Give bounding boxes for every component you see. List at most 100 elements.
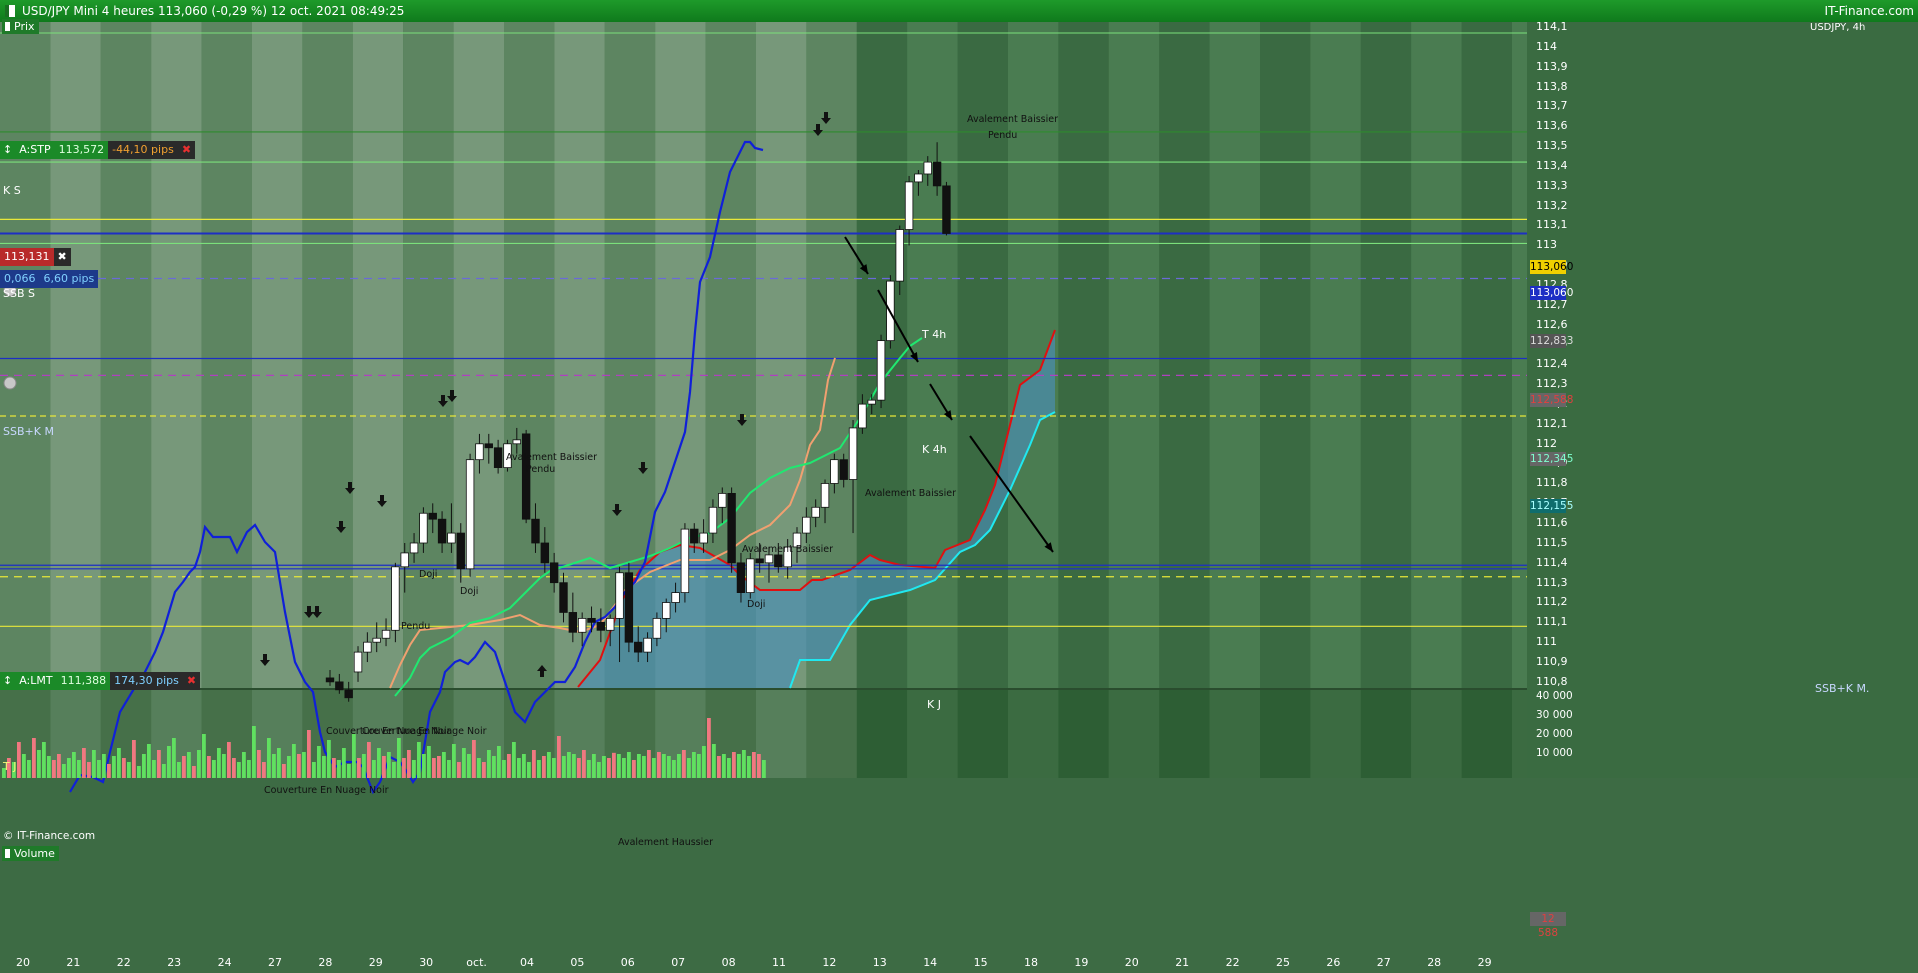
candle (774, 554, 783, 568)
drag-handle-icon[interactable]: ↕ (0, 141, 16, 159)
volume-bar (342, 748, 346, 778)
volume-bar (437, 756, 441, 778)
pattern-label: Pendu (401, 621, 431, 632)
volume-bar (337, 760, 341, 778)
volume-bar (157, 750, 161, 778)
price-chart[interactable] (0, 22, 1918, 973)
volume-column (1360, 690, 1412, 778)
current-order[interactable]: 113,131 ✖ (0, 248, 71, 266)
volume-bar (327, 740, 331, 778)
last-price-tag: 113,060 (1530, 260, 1574, 274)
volume-bar (322, 756, 326, 778)
volume-bar (657, 752, 661, 778)
pattern-label: Couverture En Nuage Noir (326, 726, 451, 737)
pattern-down-arrow-icon (304, 606, 314, 618)
volume-panel-tag[interactable]: Volume (2, 846, 59, 861)
volume-bar (637, 754, 641, 778)
projection-arrow (969, 435, 1054, 553)
volume-bar (407, 750, 411, 778)
drag-handle-icon[interactable]: ↕ (0, 672, 16, 690)
volume-bar (542, 756, 546, 778)
volume-bar (497, 746, 501, 778)
volume-bar (267, 738, 271, 778)
candle (690, 528, 699, 544)
spread-info: 0,066 6,60 pips (0, 270, 99, 288)
pattern-up-arrow-icon (537, 665, 547, 677)
limit-order-pips: 174,30 pips (110, 672, 183, 690)
candle (503, 443, 512, 469)
volume-bar (82, 748, 86, 778)
volume-bar (117, 748, 121, 778)
price-tick: 114 (1536, 39, 1557, 53)
volume-tick: 20 000 (1536, 728, 1573, 740)
candle (381, 629, 391, 639)
price-tick: 112,7 (1536, 297, 1568, 311)
time-column (201, 22, 252, 688)
volume-bar (177, 762, 181, 778)
volume-bar (137, 766, 141, 778)
volume-bar (547, 752, 551, 778)
candle (512, 439, 521, 445)
volume-bar (332, 758, 336, 778)
candle (662, 602, 671, 619)
volume-column (1260, 690, 1311, 778)
volume-bar (622, 758, 626, 778)
volume-bar (307, 730, 311, 778)
volume-bar (347, 764, 351, 778)
volume-bar (467, 754, 471, 778)
pattern-label: Doji (747, 599, 766, 610)
time-tick: 22 (116, 956, 131, 969)
pattern-label: Pendu (526, 464, 556, 475)
stop-order-price: 113,572 (54, 141, 109, 159)
close-icon[interactable]: ✖ (177, 141, 196, 159)
candle (447, 532, 456, 544)
volume-bar (692, 752, 696, 778)
time-tick: 27 (268, 956, 282, 969)
volume-bar (737, 754, 741, 778)
time-column (1461, 22, 1512, 688)
volume-bar (192, 766, 196, 778)
volume-bar (477, 758, 481, 778)
pattern-down-arrow-icon (260, 654, 270, 666)
time-axis-background (0, 778, 1918, 973)
volume-bar (2, 768, 6, 778)
volume-bar (252, 726, 256, 778)
pattern-label: Avalement Baissier (967, 114, 1059, 125)
candle (942, 185, 951, 234)
volume-bar (27, 760, 31, 778)
volume-column (1310, 690, 1361, 778)
volume-bar (677, 754, 681, 778)
volume-bar (402, 758, 406, 778)
volume-bar (462, 748, 466, 778)
volume-bar (722, 754, 726, 778)
volume-bar (397, 738, 401, 778)
pattern-label: Avalement Haussier (618, 837, 714, 848)
stop-order[interactable]: ↕ A:STP 113,572 -44,10 pips ✖ (0, 141, 196, 159)
volume-bar (57, 754, 61, 778)
volume-bar (442, 752, 446, 778)
volume-bar (387, 752, 391, 778)
limit-order[interactable]: ↕ A:LMT 111,388 174,30 pips ✖ (0, 672, 201, 690)
candle (624, 572, 634, 643)
close-icon[interactable]: ✖ (53, 248, 71, 266)
volume-bar (447, 760, 451, 778)
price-panel-tag[interactable]: Prix (2, 19, 39, 34)
spread-pips: 6,60 pips (39, 270, 99, 288)
volume-bar (687, 758, 691, 778)
ichimoku-cloud (578, 330, 1055, 688)
candle (904, 181, 914, 230)
volume-bar (642, 756, 646, 778)
candle (437, 518, 447, 544)
volume-bar (537, 760, 541, 778)
brand-link[interactable]: IT-Finance.com (1824, 4, 1914, 18)
candle (568, 612, 578, 633)
volume-bar (517, 758, 521, 778)
close-icon[interactable]: ✖ (182, 672, 201, 690)
volume-column (1159, 690, 1210, 778)
volume-bar (77, 760, 81, 778)
candle (811, 506, 820, 518)
time-tick: 04 (520, 956, 534, 969)
price-tick: 112,4 (1536, 357, 1568, 371)
volume-bar (217, 748, 221, 778)
volume-bar (167, 746, 171, 778)
